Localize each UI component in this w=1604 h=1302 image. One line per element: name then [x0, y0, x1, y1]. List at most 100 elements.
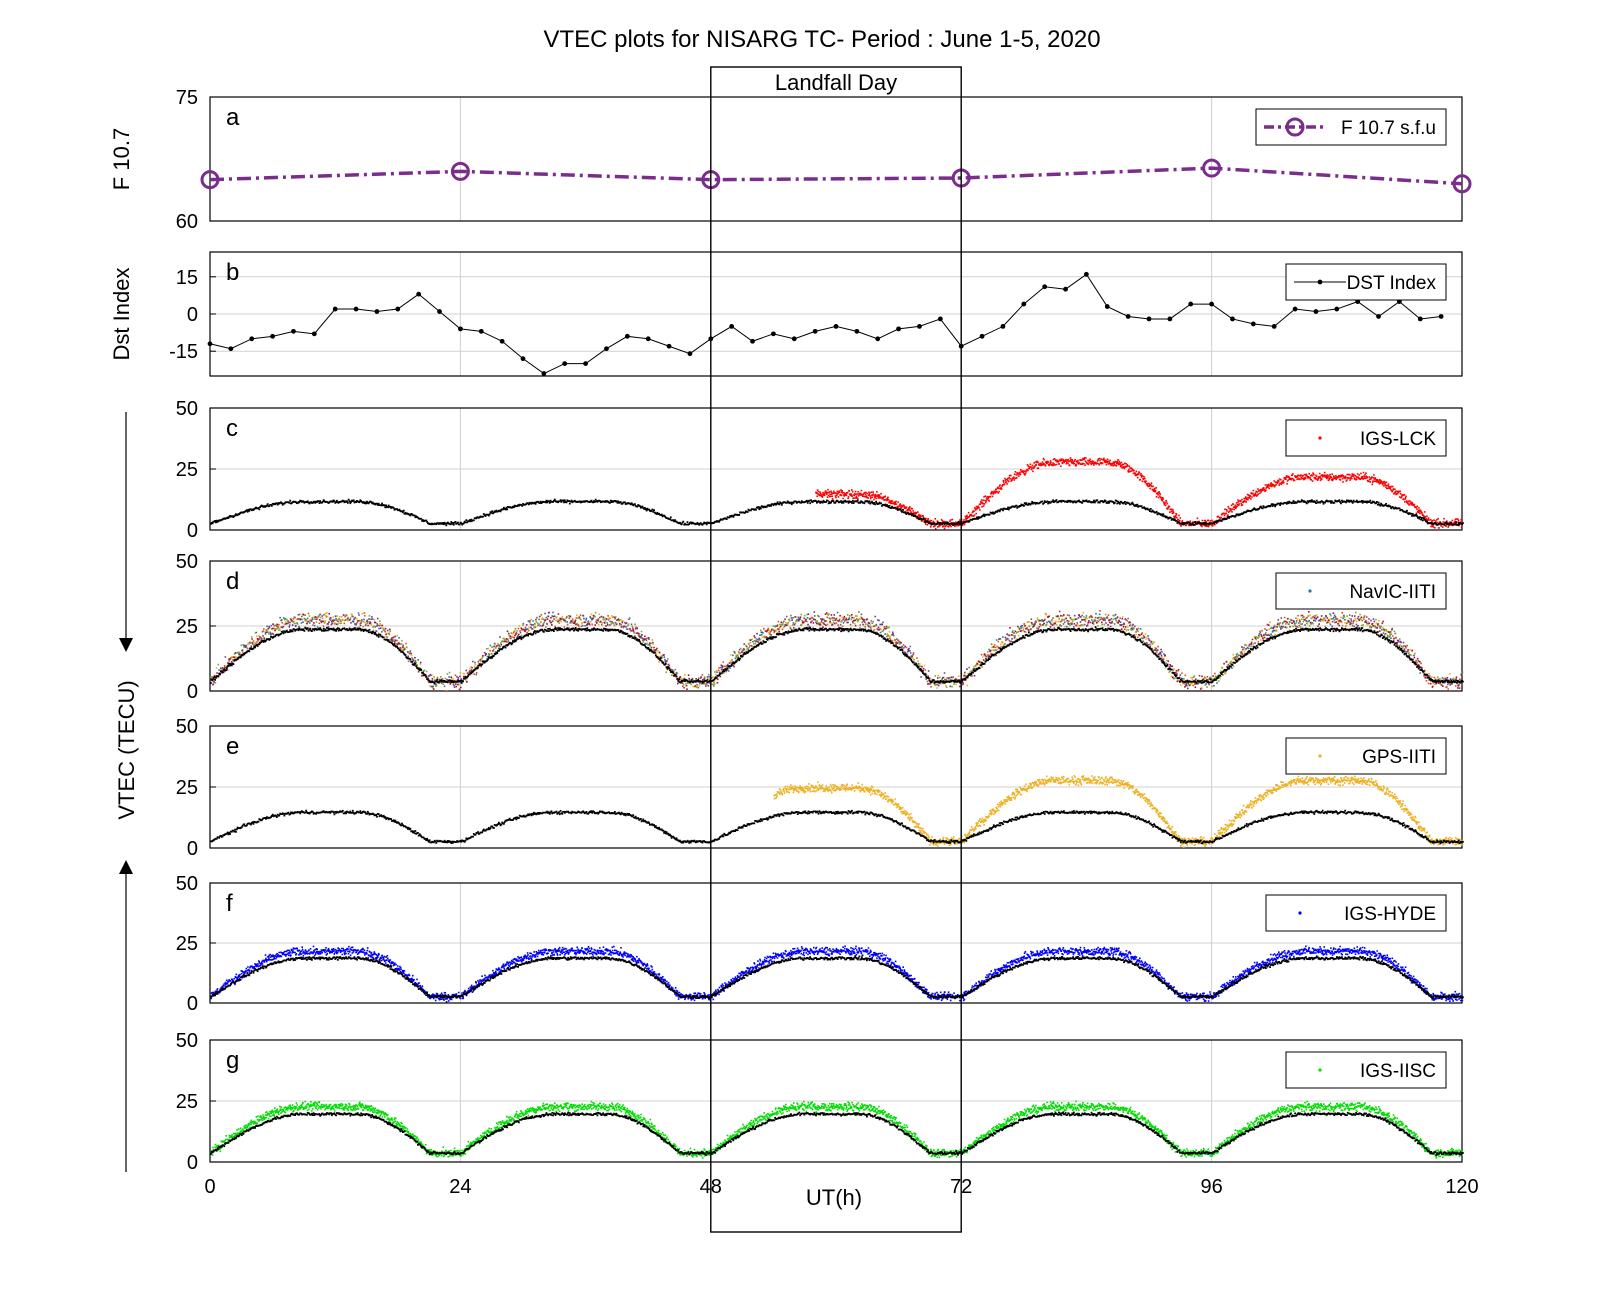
panel-a: 60 75 a F 10.7 F 10.7 s.f.u	[109, 87, 1472, 233]
panel-label: f	[226, 890, 233, 917]
observed-points	[210, 945, 1464, 1003]
dst-point	[833, 324, 839, 329]
panel-label: c	[226, 415, 238, 442]
y-tick-label: 0	[187, 520, 198, 542]
dst-point	[1417, 316, 1423, 322]
observed-points	[773, 775, 1464, 848]
y-tick-label: 25	[176, 777, 198, 799]
dst-point	[228, 346, 234, 352]
y-tick-label: 0	[187, 838, 198, 860]
dst-point	[416, 291, 422, 297]
dst-point	[791, 336, 797, 342]
legend-label: GPS-IITI	[1362, 747, 1436, 768]
reference-points	[210, 955, 1464, 1000]
x-tick-label: 96	[1200, 1176, 1222, 1198]
dst-point	[311, 331, 317, 337]
legend-c: IGS-LCK	[1285, 419, 1447, 457]
x-tick-label: 120	[1445, 1176, 1478, 1198]
down-arrow-icon	[119, 638, 133, 652]
legend-f: IGS-HYDE	[1265, 894, 1447, 932]
observed-points	[815, 457, 1464, 530]
x-tick-label: 0	[204, 1176, 215, 1198]
dst-point	[687, 351, 693, 357]
dst-point	[437, 309, 442, 314]
legend-box	[1285, 1051, 1447, 1089]
dst-point	[207, 341, 213, 347]
dst-point	[1438, 314, 1444, 319]
dst-point	[332, 306, 338, 312]
panel-d: 0 25 50 d NavIC-IITI	[176, 551, 1464, 703]
dst-point	[1334, 306, 1340, 312]
legend-g: IGS-IISC	[1285, 1051, 1447, 1089]
legend-marker	[1318, 754, 1322, 758]
legend-label: DST Index	[1347, 273, 1437, 294]
reference-points	[210, 498, 1464, 527]
dst-point	[478, 328, 484, 334]
dst-point	[374, 309, 380, 314]
up-arrow-icon	[119, 860, 133, 874]
dst-point	[1104, 304, 1110, 309]
dst-point	[729, 324, 735, 329]
y-axis-label: F 10.7	[109, 128, 134, 190]
legend-box	[1285, 419, 1447, 457]
dst-point	[520, 356, 526, 362]
panel-label: d	[226, 568, 239, 595]
landfall-day-label: Landfall Day	[775, 70, 897, 95]
legend-label: IGS-LCK	[1360, 429, 1436, 450]
y-tick-label: 50	[176, 1030, 198, 1052]
panel-label: e	[226, 733, 239, 760]
legend-b: DST Index	[1285, 263, 1447, 301]
dst-point	[1188, 301, 1194, 307]
dst-point	[541, 371, 547, 376]
dst-point	[750, 338, 755, 344]
legend-label: F 10.7 s.f.u	[1341, 118, 1436, 139]
legend-label: NavIC-IITI	[1349, 582, 1436, 603]
series-f	[210, 945, 1464, 1003]
dst-point	[1125, 314, 1131, 319]
dst-point	[645, 336, 651, 342]
legend-box	[1285, 737, 1447, 775]
reference-points	[210, 1111, 1464, 1156]
legend-label: IGS-HYDE	[1344, 904, 1436, 925]
y-tick-label: 50	[176, 716, 198, 738]
y-tick-label: 50	[176, 551, 198, 573]
legend-marker	[1285, 117, 1305, 137]
dst-point	[562, 361, 568, 366]
dst-point	[1084, 271, 1089, 277]
y-tick-label: -15	[169, 341, 198, 363]
y-tick-label: 0	[187, 304, 198, 326]
shared-y-label: VTEC (TECU)	[114, 680, 139, 819]
y-tick-label: 15	[176, 267, 198, 289]
reference-points	[210, 809, 1464, 845]
x-axis-label: UT(h)	[806, 1185, 862, 1210]
dst-point	[270, 333, 275, 339]
legend-marker	[1298, 911, 1302, 915]
legend-d: NavIC-IITI	[1275, 572, 1447, 610]
y-tick-label: 0	[187, 1152, 198, 1174]
shared-vtec-axis: VTEC (TECU)	[114, 412, 139, 1172]
series-d	[210, 610, 1464, 693]
dst-point	[854, 328, 860, 334]
series-a	[200, 158, 1472, 194]
dst-point	[1271, 324, 1277, 329]
dst-point	[291, 328, 296, 334]
dst-line	[209, 273, 1442, 375]
dst-point	[875, 336, 881, 342]
panel-g: 0 25 50 g IGS-IISC	[176, 1030, 1464, 1174]
y-tick-label: 0	[187, 681, 198, 703]
dst-point	[896, 326, 901, 332]
dst-point	[1021, 301, 1027, 307]
legend-marker	[1318, 1068, 1322, 1072]
y-tick-label: 25	[176, 459, 198, 481]
observed-points	[210, 611, 1462, 688]
dst-point	[583, 361, 588, 366]
dst-point	[499, 338, 505, 344]
y-tick-label: 75	[176, 87, 198, 109]
y-tick-label: 25	[176, 616, 198, 638]
dst-point	[624, 333, 630, 339]
legend-label: IGS-IISC	[1360, 1061, 1436, 1082]
panel-c: 0 25 50 c IGS-LCK	[176, 398, 1464, 542]
legend-box	[1265, 894, 1447, 932]
y-axis-label: Dst Index	[109, 268, 134, 361]
